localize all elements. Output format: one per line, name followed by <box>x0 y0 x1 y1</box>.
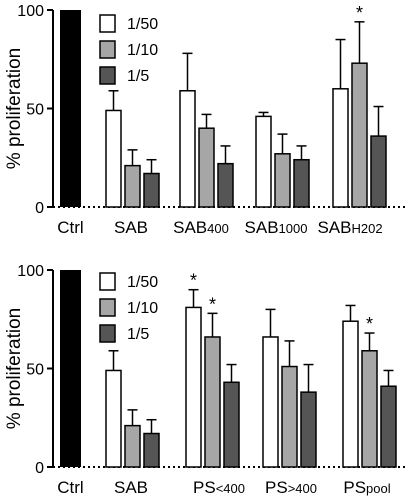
category-label: SAB <box>114 478 148 497</box>
category-label: PSpool <box>343 478 390 497</box>
bar-1-50-cat-3 <box>255 115 272 208</box>
bar-1-10-cat-3 <box>274 153 291 208</box>
bar-1-50-cat-4 <box>332 88 349 208</box>
bar-1-10-cat-2 <box>198 127 215 208</box>
category-label-main: PS <box>343 478 366 497</box>
category-label-sub: <400 <box>216 481 245 496</box>
legend-label: 1/5 <box>127 326 149 343</box>
y-tick-label: 0 <box>35 460 44 477</box>
bar-ctrl <box>60 270 81 467</box>
bar-1-5-cat-1 <box>143 172 160 208</box>
bar-1-5-cat-3 <box>300 391 317 468</box>
legend-label: 1/5 <box>127 68 149 85</box>
y-axis-title: % proliferation <box>4 308 25 429</box>
y-tick-label: 50 <box>26 102 44 119</box>
category-label-ctrl: Ctrl <box>57 218 83 237</box>
category-label-ctrl: Ctrl <box>57 478 83 497</box>
bar-1-50-cat-1 <box>105 109 122 208</box>
category-label-sub: 400 <box>207 221 229 236</box>
category-label: SAB1000 <box>245 218 308 237</box>
legend-swatch <box>99 324 116 343</box>
legend-label: 1/10 <box>127 300 158 317</box>
legend-swatch <box>99 14 116 33</box>
legend-swatch <box>99 66 116 85</box>
y-tick-label: 100 <box>17 3 44 20</box>
y-tick-label: 100 <box>17 263 44 280</box>
bar-1-10-cat-2 <box>204 336 221 468</box>
y-tick-label: 0 <box>35 200 44 217</box>
legend-swatch <box>99 272 116 291</box>
legend-swatch <box>99 40 116 59</box>
category-label-main: SAB <box>173 218 207 237</box>
category-label: SABH202 <box>317 218 382 237</box>
significance-star: * <box>366 314 373 334</box>
category-label-main: PS <box>265 478 288 497</box>
bar-1-5-cat-1 <box>143 432 160 468</box>
category-label: SAB400 <box>173 218 229 237</box>
bar-ctrl <box>60 10 81 207</box>
category-label: SAB <box>114 218 148 237</box>
y-tick-label: 50 <box>26 362 44 379</box>
category-label-sub: pool <box>366 481 391 496</box>
category-label: PS>400 <box>265 478 317 497</box>
category-label-sub: 1000 <box>279 221 308 236</box>
bar-1-5-cat-3 <box>293 158 310 208</box>
bar-1-50-cat-2 <box>185 306 202 468</box>
bar-1-10-cat-1 <box>124 164 141 208</box>
significance-star: * <box>190 271 197 291</box>
category-label-sub: >400 <box>288 481 317 496</box>
legend-label: 1/50 <box>127 274 158 291</box>
bar-1-10-cat-4 <box>361 350 378 468</box>
y-axis-title: % proliferation <box>4 48 25 169</box>
bar-1-50-cat-2 <box>179 90 196 208</box>
bar-1-10-cat-1 <box>124 424 141 468</box>
significance-star: * <box>356 3 363 23</box>
bar-1-50-cat-1 <box>105 369 122 468</box>
legend-label: 1/50 <box>127 16 158 33</box>
category-label-main: SAB <box>245 218 279 237</box>
category-label-sub: H202 <box>351 221 382 236</box>
category-label-main: PS <box>193 478 216 497</box>
bar-1-50-cat-3 <box>262 336 279 468</box>
legend-swatch <box>99 298 116 317</box>
bar-1-5-cat-2 <box>223 381 240 468</box>
category-label: PS<400 <box>193 478 245 497</box>
significance-star: * <box>209 294 216 314</box>
category-label-main: SAB <box>114 478 148 497</box>
bar-1-5-cat-4 <box>380 385 397 468</box>
bar-1-10-cat-3 <box>281 365 298 468</box>
bar-1-50-cat-4 <box>342 320 359 468</box>
category-label-main: SAB <box>114 218 148 237</box>
bar-1-5-cat-4 <box>370 135 387 208</box>
category-label-main: SAB <box>317 218 351 237</box>
legend-label: 1/10 <box>127 42 158 59</box>
bar-1-5-cat-2 <box>217 162 234 208</box>
bar-1-10-cat-4 <box>351 62 368 208</box>
